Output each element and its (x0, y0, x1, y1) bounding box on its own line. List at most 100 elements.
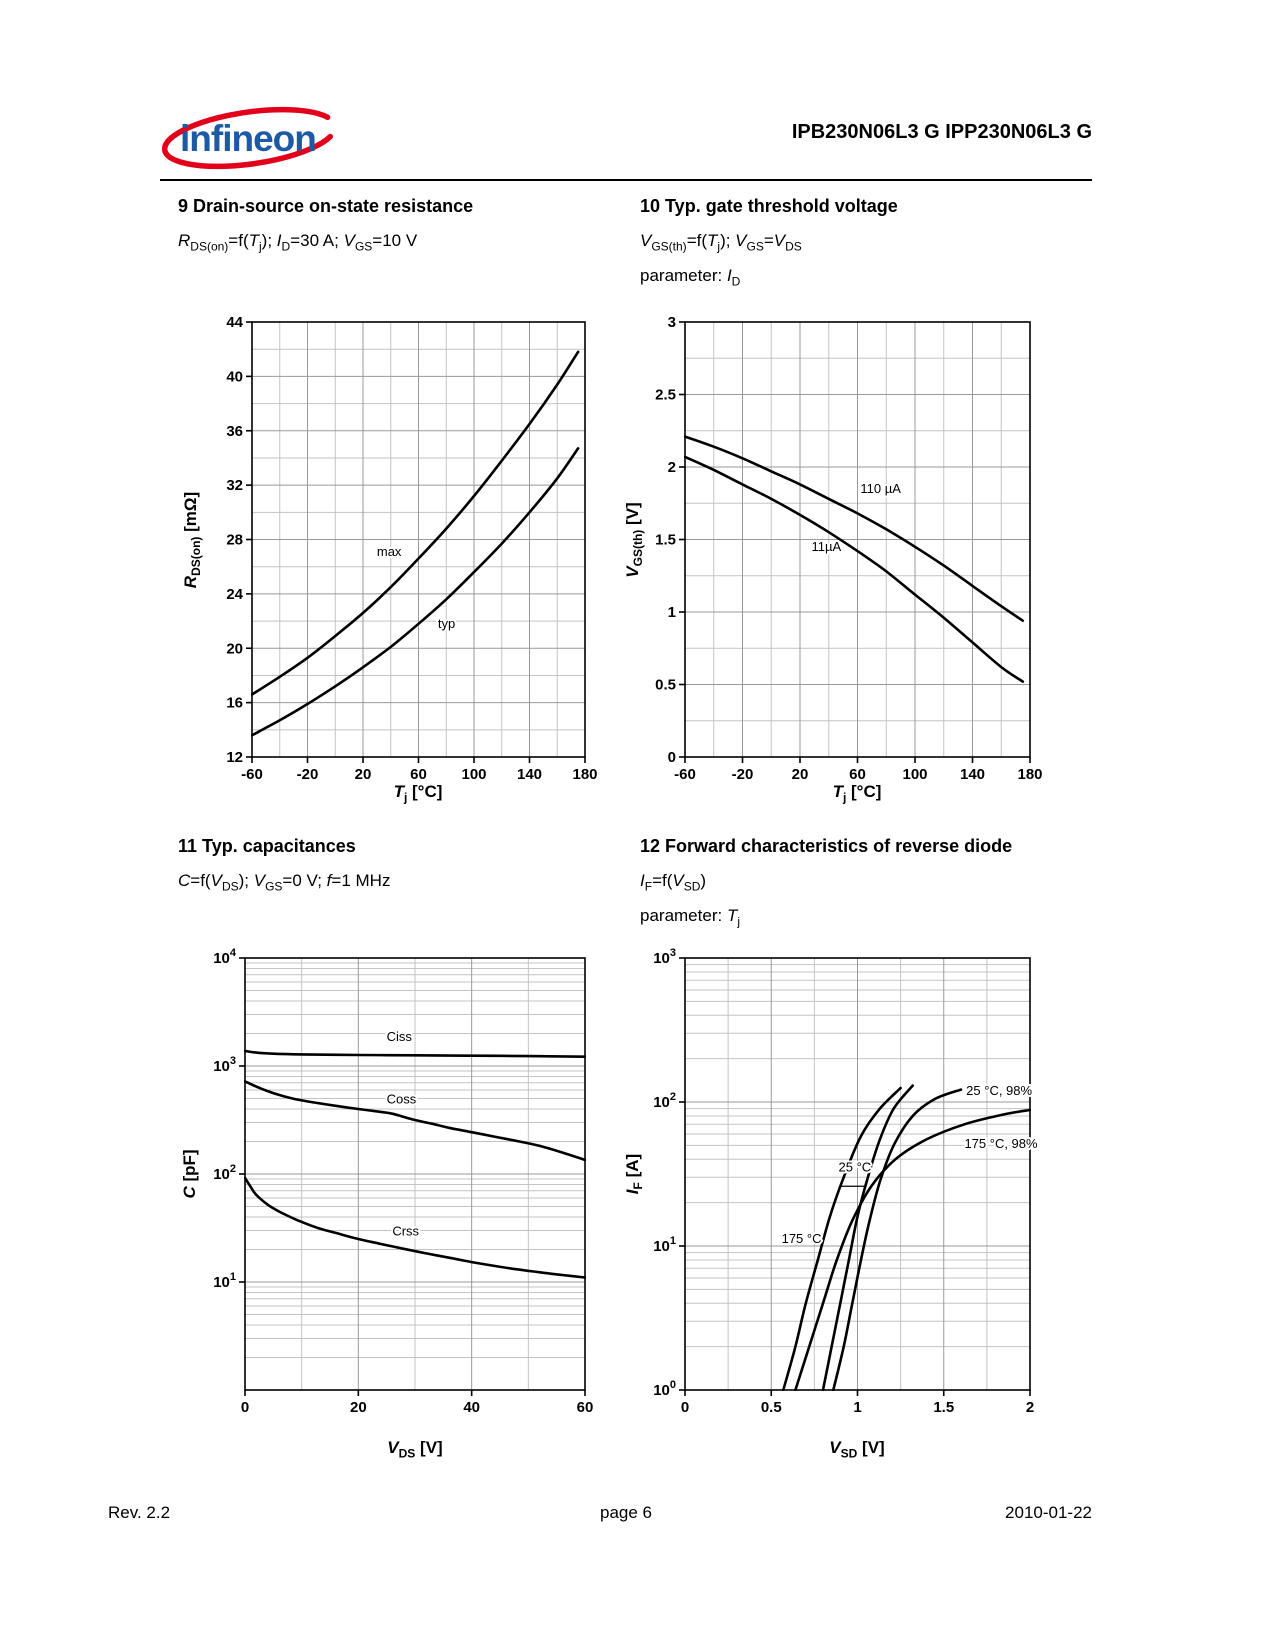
x-tick-labels: 0 20 40 60 (241, 1399, 594, 1416)
curve-label: 110 µA (860, 481, 901, 496)
svg-text:-20: -20 (732, 766, 754, 783)
chart-12-diode: 0 0.5 1 1.5 2 100 101 102 103 25 °C, 98% 175 °C, 9… (653, 947, 1040, 1416)
chart-10-x-axis-title: Tj [°C] (832, 782, 882, 805)
svg-text:102: 102 (213, 1163, 236, 1183)
curve-label: 175 °C (782, 1231, 822, 1246)
y-tick-labels: 12 16 20 24 28 32 36 40 44 (226, 314, 243, 766)
chart-9-x-axis-title: Tj [°C] (393, 782, 443, 805)
logo-swoosh-icon (161, 106, 334, 170)
svg-text:20: 20 (226, 640, 243, 657)
y-tick-labels: 101 102 103 104 (213, 947, 237, 1291)
y-tick-labels: 100 101 102 103 (653, 947, 676, 1399)
svg-text:-60: -60 (241, 766, 263, 783)
svg-text:40: 40 (463, 1399, 480, 1416)
svg-text:20: 20 (355, 766, 372, 783)
tick-marks (679, 957, 1031, 1396)
svg-text:60: 60 (849, 766, 866, 783)
document-title: IPB230N06L3 G IPP230N06L3 G (791, 121, 1092, 143)
curve-label: 25 °C, 98% (966, 1083, 1032, 1098)
svg-text:180: 180 (572, 766, 597, 783)
svg-text:0: 0 (241, 1399, 249, 1416)
svg-text:44: 44 (226, 314, 243, 331)
svg-text:0.5: 0.5 (655, 677, 676, 694)
chart-10-vgsth: -60 -20 20 60 100 140 180 0 0.5 1 1.5 2 2.5 3 110 µA 11… (655, 314, 1042, 783)
curve-label: 175 °C, 98% (964, 1136, 1038, 1151)
svg-text:0.5: 0.5 (761, 1399, 782, 1416)
grid-major (685, 958, 1030, 1390)
chart-10-y-axis-title: VGS(th) [V] (622, 502, 646, 578)
curve-label: Coss (387, 1091, 417, 1106)
svg-text:1: 1 (668, 604, 676, 621)
svg-text:100: 100 (902, 766, 927, 783)
svg-text:180: 180 (1017, 766, 1042, 783)
svg-text:20: 20 (350, 1399, 367, 1416)
svg-text:101: 101 (213, 1271, 236, 1291)
logo-wordmark: infineon (180, 118, 316, 159)
svg-text:102: 102 (653, 1091, 676, 1111)
grid-major (685, 322, 1030, 757)
chart-9-rdson: -60 -20 20 60 100 140 180 12 16 20 24 28 32 36 40 44 max… (226, 314, 597, 783)
svg-text:16: 16 (226, 695, 243, 712)
svg-text:2.5: 2.5 (655, 387, 676, 404)
series-crss (244, 1176, 586, 1279)
x-tick-labels: -60 -20 20 60 100 140 180 (241, 766, 597, 783)
chart-12-x-axis-title: VSD [V] (829, 1438, 885, 1461)
section-9-heading: 9 Drain-source on-state resistance (178, 196, 474, 216)
svg-text:28: 28 (226, 532, 243, 549)
svg-text:20: 20 (792, 766, 809, 783)
tick-marks (239, 957, 586, 1396)
svg-text:-20: -20 (297, 766, 319, 783)
footer-revision: Rev. 2.2 (108, 1503, 171, 1522)
svg-text:100: 100 (653, 1379, 676, 1399)
footer-page-number: page 6 (600, 1503, 652, 1522)
svg-text:3: 3 (668, 314, 676, 331)
section-9-conditions: RDS(on)=f(Tj); ID=30 A; VGS=10 V (178, 231, 418, 254)
svg-text:40: 40 (226, 368, 243, 385)
chart-11-x-axis-title: VDS [V] (387, 1438, 443, 1461)
chart-9-y-axis-title: RDS(on) [mΩ] (180, 491, 204, 589)
chart-12-y-axis-title: IF [A] (622, 1153, 646, 1195)
series-25-c (821, 1084, 914, 1391)
x-tick-labels: -60 -20 20 60 100 140 180 (674, 766, 1042, 783)
infineon-logo-svg: infineon (161, 106, 334, 170)
svg-text:0: 0 (681, 1399, 689, 1416)
curves (782, 1084, 1031, 1391)
series-11-a (684, 455, 1025, 683)
curves (244, 1049, 586, 1279)
section-10-heading: 10 Typ. gate threshold voltage (640, 196, 898, 216)
svg-text:-60: -60 (674, 766, 696, 783)
series-25-c-98- (832, 1088, 963, 1391)
svg-text:1.5: 1.5 (933, 1399, 954, 1416)
curves (684, 435, 1025, 683)
svg-text:103: 103 (653, 947, 676, 967)
svg-text:140: 140 (517, 766, 542, 783)
header-rule (160, 179, 1092, 181)
svg-text:0: 0 (668, 749, 676, 766)
tick-marks (246, 321, 586, 763)
grid-major (252, 322, 585, 757)
svg-text:36: 36 (226, 423, 243, 440)
footer-date: 2010-01-22 (1005, 1503, 1092, 1522)
grid-major (245, 958, 585, 1390)
section-12-conditions: IF=f(VSD) (640, 871, 707, 894)
series-max (251, 350, 580, 696)
grid-minor (245, 958, 585, 1390)
svg-text:140: 140 (960, 766, 985, 783)
svg-text:1.5: 1.5 (655, 532, 676, 549)
y-tick-labels: 0 0.5 1 1.5 2 2.5 3 (655, 314, 676, 766)
svg-text:100: 100 (461, 766, 486, 783)
series-coss (244, 1080, 586, 1162)
svg-text:60: 60 (410, 766, 427, 783)
curve-label: 25 °C (839, 1159, 872, 1174)
series-110-a (684, 435, 1025, 622)
series-175-c-98- (794, 1108, 1031, 1391)
svg-text:32: 32 (226, 477, 243, 494)
svg-text:101: 101 (653, 1235, 676, 1255)
x-tick-labels: 0 0.5 1 1.5 2 (681, 1399, 1034, 1416)
svg-text:60: 60 (577, 1399, 594, 1416)
infineon-logo: infineon (156, 104, 346, 175)
curve-label: max (377, 544, 402, 559)
section-10-conditions: VGS(th)=f(Tj); VGS=VDS (640, 231, 802, 254)
tick-marks (679, 321, 1031, 763)
